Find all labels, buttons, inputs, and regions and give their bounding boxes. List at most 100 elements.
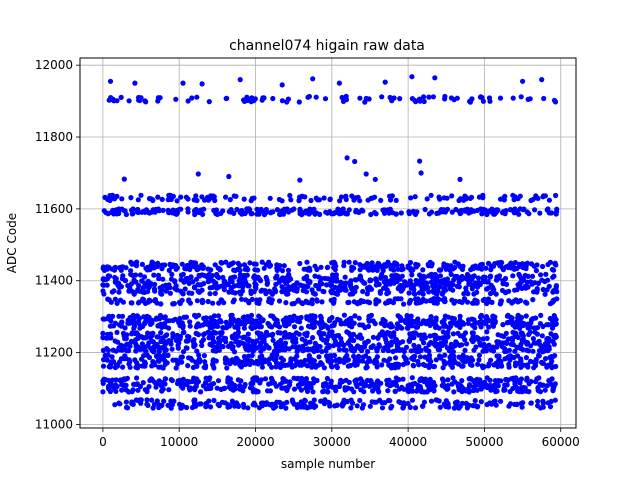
data-point (105, 377, 111, 383)
data-point (422, 206, 428, 213)
data-point (191, 312, 198, 318)
data-point (109, 289, 115, 295)
data-point (160, 276, 166, 282)
data-point (116, 289, 122, 295)
data-point (428, 398, 435, 404)
data-point (530, 336, 537, 342)
data-point (372, 266, 378, 272)
data-point (276, 324, 283, 330)
data-point (552, 335, 558, 341)
data-point (164, 339, 170, 345)
data-point (301, 287, 307, 293)
data-point (175, 342, 181, 349)
data-point (437, 404, 443, 410)
data-point (363, 262, 369, 268)
data-point (538, 405, 544, 411)
data-point (222, 335, 229, 341)
data-point (305, 346, 311, 352)
data-point (408, 195, 414, 201)
data-point (471, 347, 477, 353)
data-point (137, 272, 143, 278)
data-point (231, 210, 237, 216)
data-point (267, 262, 274, 268)
data-points (100, 74, 560, 411)
data-point (485, 363, 492, 369)
data-point (539, 382, 546, 388)
data-point (520, 333, 527, 339)
data-point (442, 352, 448, 358)
data-point (233, 359, 239, 365)
data-point (210, 284, 216, 290)
data-point (459, 378, 465, 384)
data-point (413, 99, 419, 105)
data-point (479, 266, 485, 272)
data-point (177, 377, 183, 383)
data-point (456, 208, 462, 214)
data-point (512, 324, 518, 330)
data-point (454, 95, 460, 101)
data-point (449, 209, 455, 215)
data-point (300, 283, 306, 289)
data-point (480, 206, 486, 212)
data-point (215, 378, 222, 384)
data-point (401, 301, 407, 307)
data-point (279, 268, 286, 274)
data-point (364, 96, 370, 102)
data-point (208, 316, 215, 322)
data-point (381, 207, 387, 213)
data-point (374, 364, 380, 370)
data-point (241, 97, 247, 103)
data-point (237, 262, 243, 269)
data-point (442, 338, 449, 344)
data-point (110, 347, 116, 353)
data-point (317, 279, 323, 285)
data-point (206, 99, 212, 105)
data-point (505, 264, 511, 271)
data-point (108, 361, 114, 367)
data-point (311, 397, 317, 403)
data-point (421, 379, 427, 385)
data-point (187, 323, 193, 329)
data-point (182, 286, 188, 292)
data-point (222, 282, 228, 289)
data-point (401, 400, 407, 406)
data-point (351, 353, 357, 359)
data-point (496, 339, 502, 345)
data-point (243, 297, 249, 303)
data-point (333, 291, 340, 297)
data-point (387, 398, 393, 404)
data-point (327, 196, 333, 202)
data-point (190, 279, 196, 285)
data-point (360, 354, 366, 360)
data-point (287, 379, 293, 385)
data-point (119, 381, 125, 388)
data-point (307, 359, 313, 365)
data-point (309, 297, 315, 303)
data-point (373, 301, 379, 307)
data-point (531, 340, 537, 346)
data-point (268, 289, 274, 295)
data-point (387, 356, 393, 362)
data-point (481, 364, 487, 370)
data-point (185, 338, 191, 344)
data-point (552, 397, 558, 403)
y-tick-label: 11400 (35, 274, 73, 288)
data-point (407, 382, 413, 388)
data-point (326, 399, 332, 405)
data-point (331, 296, 337, 302)
data-point (227, 197, 233, 203)
data-point (408, 335, 414, 341)
data-point (459, 400, 465, 406)
data-point (351, 195, 357, 201)
data-point (114, 300, 120, 306)
data-point (223, 194, 229, 200)
data-point (168, 341, 174, 347)
data-point (222, 278, 228, 284)
data-point (373, 399, 379, 405)
data-point (360, 402, 367, 408)
outlier-point (418, 170, 424, 176)
data-point (240, 388, 246, 394)
data-point (387, 94, 393, 101)
data-point (541, 95, 547, 102)
data-point (465, 320, 471, 326)
